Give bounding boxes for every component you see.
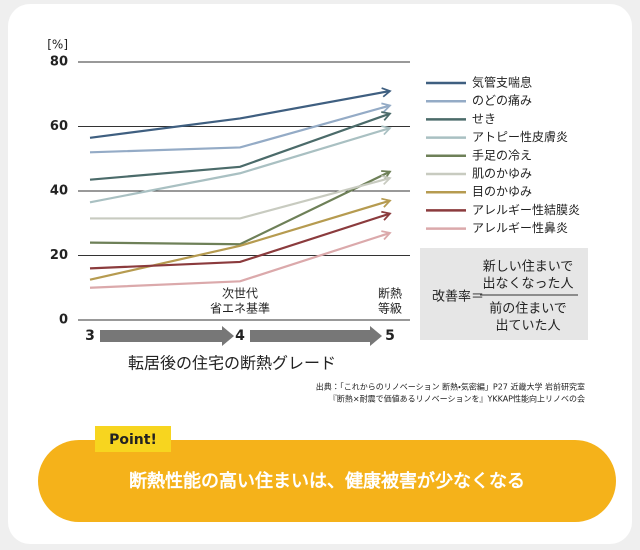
formula-denominator: 出ていた人 [495,319,560,334]
formula-box [420,248,588,340]
source: 『断熱×耐震で価値あるリノベーションを』YKKAP性能向上リノベの会 [329,394,585,404]
series-line [89,111,392,181]
series-line [89,230,392,289]
legend-label: 手足の冷え [472,148,532,162]
point-badge [95,426,171,452]
source: 出典：「これからのリノベーション 断熱・気密編」P27 近畿大学 岩前研究室 [316,382,585,392]
formula-denominator: 前の住まいで [489,301,567,317]
annotation: 断熱 [378,287,402,301]
legend-label: 目のかゆみ [472,185,532,199]
annotation: 等級 [378,302,402,316]
formula-label: 改善率＝ [432,290,484,305]
legend-label: アレルギー性鼻炎 [472,220,568,235]
x-axis-title: 転居後の住宅の断熱グレード [128,354,336,373]
x-tick-label: 3 [85,328,95,344]
annotation: 省エネ基準 [210,301,270,316]
formula-numerator: 新しい住まいで [483,260,574,275]
point-badge-text: Point! [109,432,157,448]
series-line [89,125,392,204]
legend-label: のどの痛み [472,94,532,108]
series-line [89,197,392,281]
series-line [90,174,392,220]
series-line [89,87,392,139]
y-tick-label: 20 [50,248,68,263]
legend-label: アトピー性皮膚炎 [472,129,568,144]
legend-label: 肌のかゆみ [472,167,532,181]
x-tick-label: 4 [235,328,245,344]
legend-label: アレルギー性結膜炎 [472,203,580,217]
series-line [89,170,392,246]
y-unit: [%] [47,38,68,52]
series-line [89,210,392,270]
annotation: 次世代 [222,287,258,301]
axis-arrow [100,326,234,346]
card [8,4,632,544]
y-tick-label: 60 [50,119,68,134]
y-tick-label: 0 [59,313,68,328]
y-tick-label: 40 [50,184,68,199]
point-message: 断熱性能の高い住まいは、健康被害が少なくなる [129,470,525,492]
y-tick-label: 80 [50,55,68,70]
series-line [89,102,392,154]
axis-arrow [250,326,382,346]
point-panel [38,440,616,522]
legend-label: 気管支喘息 [472,75,532,90]
formula-numerator: 出なくなった人 [482,277,573,292]
x-tick-label: 5 [385,328,395,344]
legend-label: せき [472,112,496,126]
